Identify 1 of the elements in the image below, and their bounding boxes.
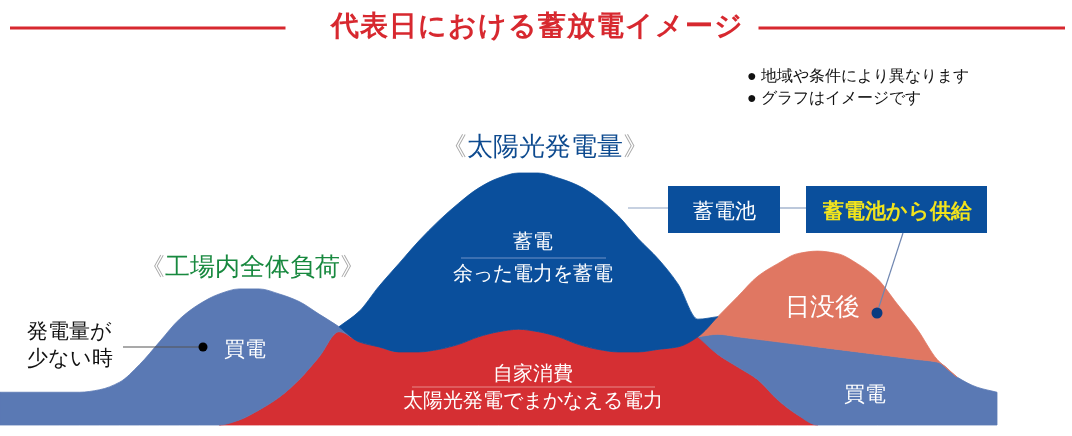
title: 代表日における蓄放電イメージ	[330, 9, 744, 41]
